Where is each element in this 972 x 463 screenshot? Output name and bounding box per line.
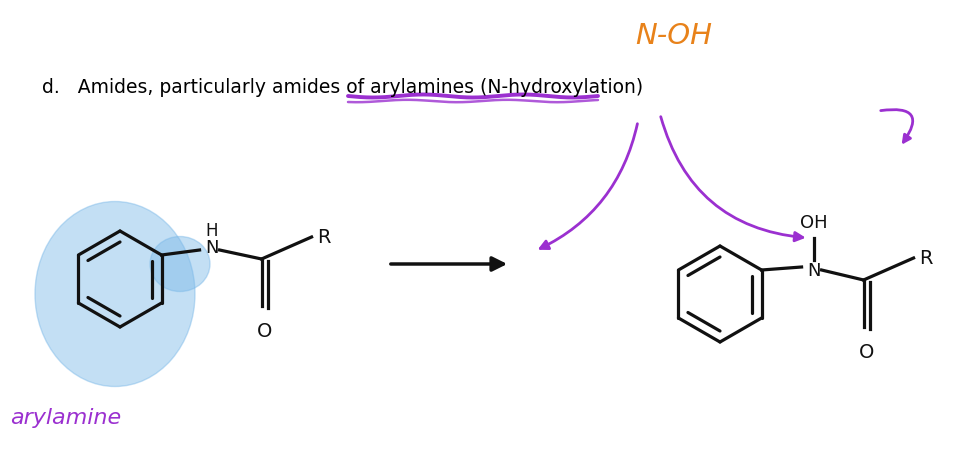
Ellipse shape [150,237,210,292]
Ellipse shape [35,202,195,387]
Text: R: R [318,228,331,247]
Text: O: O [859,342,874,361]
Text: H: H [205,221,218,239]
Text: O: O [257,321,272,340]
Text: N-OH: N-OH [635,22,712,50]
Text: d.   Amides, particularly amides of arylamines (N-hydroxylation): d. Amides, particularly amides of arylam… [42,78,643,97]
Text: OH: OH [800,213,827,232]
Text: N: N [807,262,820,279]
Text: arylamine: arylamine [10,407,122,427]
Text: N: N [205,238,219,257]
Text: R: R [920,249,933,268]
